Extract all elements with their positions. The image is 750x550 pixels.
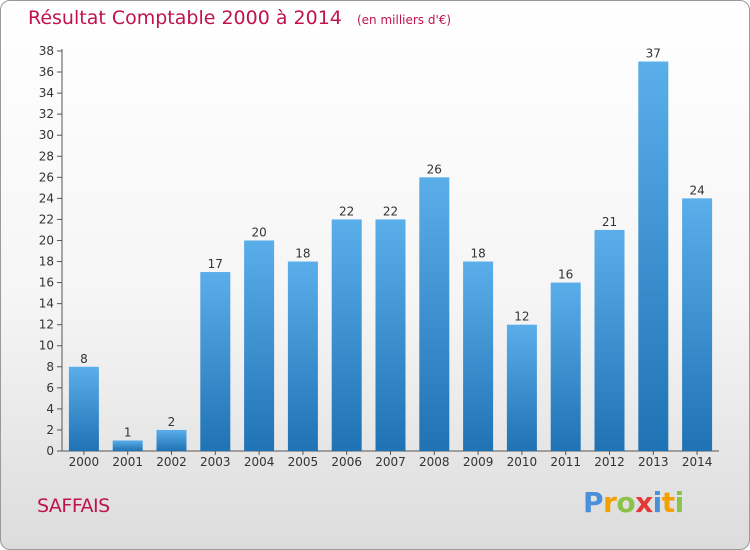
data-label-2010: 12 <box>514 310 529 324</box>
y-tick-label: 14 <box>39 297 54 311</box>
chart-bars <box>68 61 713 452</box>
data-label-2011: 16 <box>558 268 573 282</box>
x-tick-label-2008: 2008 <box>419 455 450 469</box>
y-tick-label: 8 <box>46 360 54 374</box>
bar-2007 <box>375 219 406 451</box>
x-tick-label-2011: 2011 <box>550 455 581 469</box>
x-tick-label-2002: 2002 <box>156 455 187 469</box>
y-tick-label: 26 <box>39 170 54 184</box>
chart-title: Résultat Comptable 2000 à 2014 (en milli… <box>28 7 451 29</box>
logo-letter: P <box>583 486 604 519</box>
bar-2009 <box>463 261 494 451</box>
logo-letter: i <box>652 486 663 519</box>
bar-2000 <box>68 366 99 451</box>
x-tick-label-2006: 2006 <box>331 455 362 469</box>
bar-2004 <box>244 240 275 451</box>
y-tick-label: 28 <box>39 149 54 163</box>
y-tick-label: 32 <box>39 107 54 121</box>
bar-2010 <box>506 324 537 451</box>
x-tick-label-2013: 2013 <box>638 455 669 469</box>
data-label-2004: 20 <box>251 225 266 239</box>
commune-name: SAFFAIS <box>37 495 110 517</box>
data-label-2008: 26 <box>427 162 442 176</box>
y-tick-label: 22 <box>39 212 54 226</box>
y-tick-label: 24 <box>39 191 54 205</box>
bar-2001 <box>112 440 143 451</box>
bar-2005 <box>287 261 318 451</box>
data-label-2003: 17 <box>208 257 223 271</box>
data-label-2005: 18 <box>295 247 310 261</box>
x-tick-label-2005: 2005 <box>288 455 319 469</box>
x-tick-label-2000: 2000 <box>69 455 100 469</box>
logo-letter: o <box>616 486 636 519</box>
bar-2011 <box>550 282 581 451</box>
x-tick-label-2014: 2014 <box>682 455 713 469</box>
x-tick-label-2010: 2010 <box>507 455 538 469</box>
y-tick-label: 2 <box>46 423 54 437</box>
y-tick-label: 18 <box>39 255 54 269</box>
y-tick-label: 38 <box>39 44 54 58</box>
bar-2006 <box>331 219 362 451</box>
x-tick-label-2009: 2009 <box>463 455 494 469</box>
x-tick-label-2003: 2003 <box>200 455 231 469</box>
y-tick-label: 30 <box>39 128 54 142</box>
proxiti-logo: Proxiti <box>583 486 684 519</box>
y-tick-label: 20 <box>39 233 54 247</box>
y-tick-label: 36 <box>39 65 54 79</box>
logo-letter: r <box>603 486 617 519</box>
y-tick-label: 12 <box>39 318 54 332</box>
chart-title-main: Résultat Comptable 2000 à 2014 <box>28 7 342 29</box>
data-label-2000: 8 <box>80 352 88 366</box>
y-tick-label: 6 <box>46 381 54 395</box>
bar-2008 <box>419 177 450 451</box>
bar-2013 <box>638 61 669 452</box>
y-tick-label: 16 <box>39 276 54 290</box>
chart-title-unit: (en milliers d'€) <box>356 13 452 27</box>
data-label-2001: 1 <box>124 425 132 439</box>
y-tick-label: 4 <box>46 402 54 416</box>
logo-letter: x <box>635 486 653 519</box>
data-label-2007: 22 <box>383 204 398 218</box>
x-tick-label-2004: 2004 <box>244 455 275 469</box>
y-tick-label: 10 <box>39 339 54 353</box>
bar-2014 <box>682 198 713 451</box>
data-label-2006: 22 <box>339 204 354 218</box>
logo-letter: i <box>674 486 685 519</box>
data-label-2002: 2 <box>168 415 176 429</box>
x-tick-label-2007: 2007 <box>375 455 406 469</box>
bar-2003 <box>200 272 231 451</box>
data-label-2012: 21 <box>602 215 617 229</box>
data-label-2013: 37 <box>646 47 661 61</box>
logo-letter: t <box>661 486 675 519</box>
bar-2012 <box>594 229 625 451</box>
x-tick-label-2001: 2001 <box>112 455 143 469</box>
data-label-2009: 18 <box>470 247 485 261</box>
y-tick-label: 0 <box>46 444 54 458</box>
y-tick-label: 34 <box>39 86 54 100</box>
data-label-2014: 24 <box>689 183 704 197</box>
x-tick-label-2012: 2012 <box>594 455 625 469</box>
bar-2002 <box>156 429 187 451</box>
